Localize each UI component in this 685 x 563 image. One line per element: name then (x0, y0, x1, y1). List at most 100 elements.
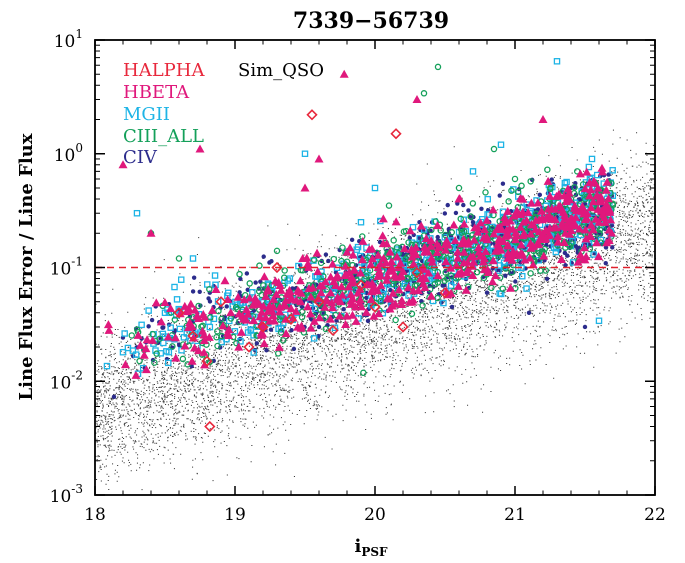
square-point (301, 150, 309, 157)
dot-point (497, 193, 502, 198)
square-point (167, 324, 174, 331)
triangle-point (559, 238, 569, 247)
square-point (310, 335, 318, 342)
triangle-point (353, 288, 363, 297)
triangle-point (326, 288, 336, 297)
triangle-point (391, 217, 401, 226)
triangle-point (536, 206, 546, 215)
triangle-point (383, 293, 393, 302)
square-point (177, 276, 185, 283)
circle-point (207, 314, 214, 321)
square-point (173, 296, 181, 303)
triangle-point (585, 191, 595, 200)
triangle-point (286, 304, 296, 313)
dot-point (289, 327, 294, 333)
triangle-point (495, 235, 505, 244)
diamond-point (204, 420, 216, 433)
square-point (133, 209, 141, 217)
triangle-point (594, 252, 604, 261)
triangle-point (342, 311, 352, 320)
triangle-point (567, 214, 577, 223)
circle-point (179, 355, 187, 363)
square-point (405, 292, 412, 299)
circle-point (280, 274, 288, 281)
dot-point (461, 202, 466, 208)
dot-point (500, 181, 506, 186)
triangle-point (545, 191, 555, 200)
triangle-point (385, 304, 395, 313)
triangle-point (473, 227, 483, 236)
circle-point (505, 198, 512, 205)
triangle-point (548, 214, 558, 223)
circle-point (214, 342, 221, 350)
triangle-point (426, 291, 436, 300)
triangle-point (269, 294, 279, 303)
triangle-point (549, 223, 559, 232)
triangle-point (411, 242, 421, 251)
circle-point (299, 308, 306, 315)
triangle-point (579, 243, 589, 252)
circle-point (490, 145, 498, 153)
triangle-point (331, 280, 341, 289)
triangle-point (494, 244, 504, 253)
square-point (552, 248, 560, 256)
square-point (180, 334, 188, 341)
triangle-point (560, 210, 570, 219)
triangle-point (533, 198, 543, 207)
triangle-point (234, 309, 244, 318)
square-point (211, 272, 219, 279)
circle-point (206, 285, 213, 293)
triangle-point (475, 251, 485, 260)
square-point (119, 348, 127, 356)
circle-point (246, 280, 253, 287)
dot-point (416, 235, 422, 241)
triangle-point (133, 330, 143, 339)
square-point (588, 155, 596, 163)
dot-point (341, 307, 346, 312)
diamond-point (313, 296, 325, 308)
diamond-point (271, 261, 283, 274)
triangle-point (526, 229, 536, 238)
triangle-point (561, 196, 571, 205)
triangle-point (350, 302, 360, 311)
triangle-point (156, 317, 166, 326)
diamond-point (411, 267, 423, 279)
triangle-point (453, 247, 463, 256)
square-point (249, 289, 256, 296)
chart-title: 7339−56739 (293, 8, 449, 34)
circle-point (537, 267, 544, 274)
triangle-point (543, 176, 553, 185)
x-tick-label: 18 (84, 505, 106, 525)
triangle-point (316, 288, 326, 297)
legend-item: HALPHA (123, 60, 205, 81)
circle-point (330, 255, 338, 263)
triangle-point (553, 237, 563, 246)
triangle-point (482, 235, 492, 244)
circle-point (392, 316, 399, 324)
triangle-point (193, 346, 203, 355)
triangle-point (525, 253, 535, 262)
triangle-point (183, 322, 193, 331)
triangle-point (291, 306, 301, 315)
dot-point (365, 318, 371, 324)
triangle-point (223, 331, 233, 340)
circle-point (518, 182, 525, 190)
triangle-point (586, 203, 596, 212)
triangle-point (199, 336, 209, 345)
circle-point (434, 63, 442, 71)
triangle-point (263, 284, 273, 293)
triangle-point (593, 183, 603, 192)
dot-point (544, 276, 550, 281)
dot-point (484, 290, 490, 295)
triangle-point (491, 271, 501, 280)
triangle-point (382, 275, 392, 284)
dot-point (563, 263, 568, 268)
triangle-point (284, 285, 294, 294)
triangle-point (412, 94, 422, 103)
circle-point (434, 294, 441, 302)
square-point (440, 299, 447, 307)
triangle-point (409, 259, 419, 268)
triangle-point (581, 234, 591, 243)
circle-point (175, 255, 183, 262)
triangle-point (369, 311, 379, 320)
